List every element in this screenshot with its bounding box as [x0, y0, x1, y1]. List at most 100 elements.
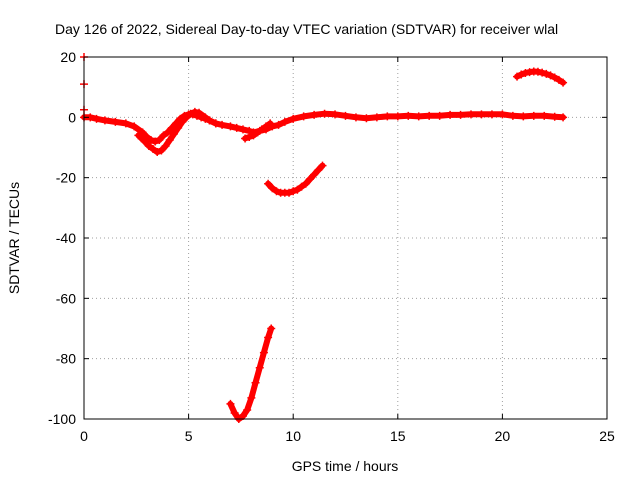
series-band — [227, 325, 275, 422]
series-dip — [134, 107, 220, 157]
data-point — [157, 146, 166, 155]
data-point — [538, 68, 547, 77]
data-point — [550, 112, 559, 121]
data-point — [259, 348, 268, 357]
data-point — [289, 114, 298, 123]
data-point — [320, 109, 329, 118]
chart-title: Day 126 of 2022, Sidereal Day-to-day VTE… — [55, 21, 558, 37]
data-point — [362, 114, 371, 123]
y-tick-label: -20 — [56, 170, 76, 186]
data-point — [161, 141, 170, 150]
data-point — [446, 110, 455, 119]
data-point — [182, 113, 191, 122]
data-point — [190, 107, 199, 116]
data-point — [372, 113, 381, 122]
data-point — [299, 112, 308, 121]
data-point — [251, 378, 260, 387]
data-point — [477, 110, 486, 119]
data-point — [121, 119, 130, 128]
data-point — [100, 116, 109, 125]
data-point — [159, 131, 168, 140]
data-point — [211, 119, 220, 128]
data-point — [111, 117, 120, 126]
data-point — [297, 182, 306, 191]
data-point — [529, 111, 538, 120]
data-point — [310, 170, 319, 179]
data-point — [268, 184, 277, 193]
x-tick-label: 15 — [390, 428, 406, 444]
y-tick-label: 20 — [60, 49, 76, 65]
data-point — [305, 175, 314, 184]
y-axis-label: SDTVAR / TECUs — [6, 182, 22, 294]
data-point — [153, 148, 162, 157]
data-point — [467, 110, 476, 119]
data-point — [314, 166, 323, 175]
x-axis-label: GPS time / hours — [292, 458, 399, 474]
data-point — [155, 135, 164, 144]
data-point — [341, 111, 350, 120]
data-point — [456, 110, 465, 119]
data-point — [130, 122, 139, 131]
x-tick-label: 20 — [495, 428, 511, 444]
data-point — [318, 161, 327, 170]
data-point — [241, 134, 250, 143]
data-point — [519, 112, 528, 121]
data-point — [274, 120, 283, 129]
series-main — [80, 109, 568, 146]
x-tick-label: 10 — [285, 428, 301, 444]
data-point — [414, 112, 423, 121]
data-point — [245, 132, 254, 141]
y-tick-label: -100 — [48, 411, 76, 427]
data-point — [134, 131, 143, 140]
data-point — [163, 128, 172, 137]
data-point — [521, 68, 530, 77]
data-point — [195, 108, 204, 117]
data-point — [550, 73, 559, 82]
y-tick-label: -60 — [56, 290, 76, 306]
data-point — [169, 129, 178, 138]
data-point — [243, 405, 252, 414]
y-tick-label: -80 — [56, 351, 76, 367]
data-point — [264, 179, 273, 188]
data-point — [144, 141, 153, 150]
data-point — [301, 179, 310, 188]
data-point — [498, 110, 507, 119]
data-point — [383, 112, 392, 121]
data-point — [508, 111, 517, 120]
data-point — [435, 111, 444, 120]
data-point — [140, 137, 149, 146]
data-point — [266, 119, 275, 128]
data-point — [232, 123, 241, 132]
data-point — [542, 69, 551, 78]
series-lower-trough — [241, 119, 275, 143]
data-point — [149, 145, 158, 154]
data-point — [267, 324, 276, 333]
data-point — [226, 399, 235, 408]
axis-ticks: 0 5 10 15 20 25 -100 -80 -60 -40 -20 0 20 — [48, 49, 615, 444]
data-point — [280, 117, 289, 126]
x-tick-label: 0 — [80, 428, 88, 444]
y-tick-label: -40 — [56, 230, 76, 246]
data-point — [289, 187, 298, 196]
data-point — [253, 128, 262, 137]
data-point — [272, 187, 281, 196]
data-point — [554, 75, 563, 84]
data-points — [80, 53, 568, 423]
data-point — [513, 72, 522, 81]
data-point — [226, 122, 235, 131]
data-point — [249, 131, 258, 140]
data-point — [404, 111, 413, 120]
x-tick-label: 25 — [599, 428, 615, 444]
data-point — [533, 67, 542, 76]
data-point — [264, 333, 273, 342]
data-point — [487, 110, 496, 119]
data-point — [257, 125, 266, 134]
grid-lines — [84, 57, 607, 419]
series-arc-plus15 — [513, 67, 568, 87]
data-point — [546, 71, 555, 80]
data-point — [205, 116, 214, 125]
data-point — [559, 78, 568, 87]
data-point — [331, 110, 340, 119]
y-tick-label: 0 — [68, 109, 76, 125]
